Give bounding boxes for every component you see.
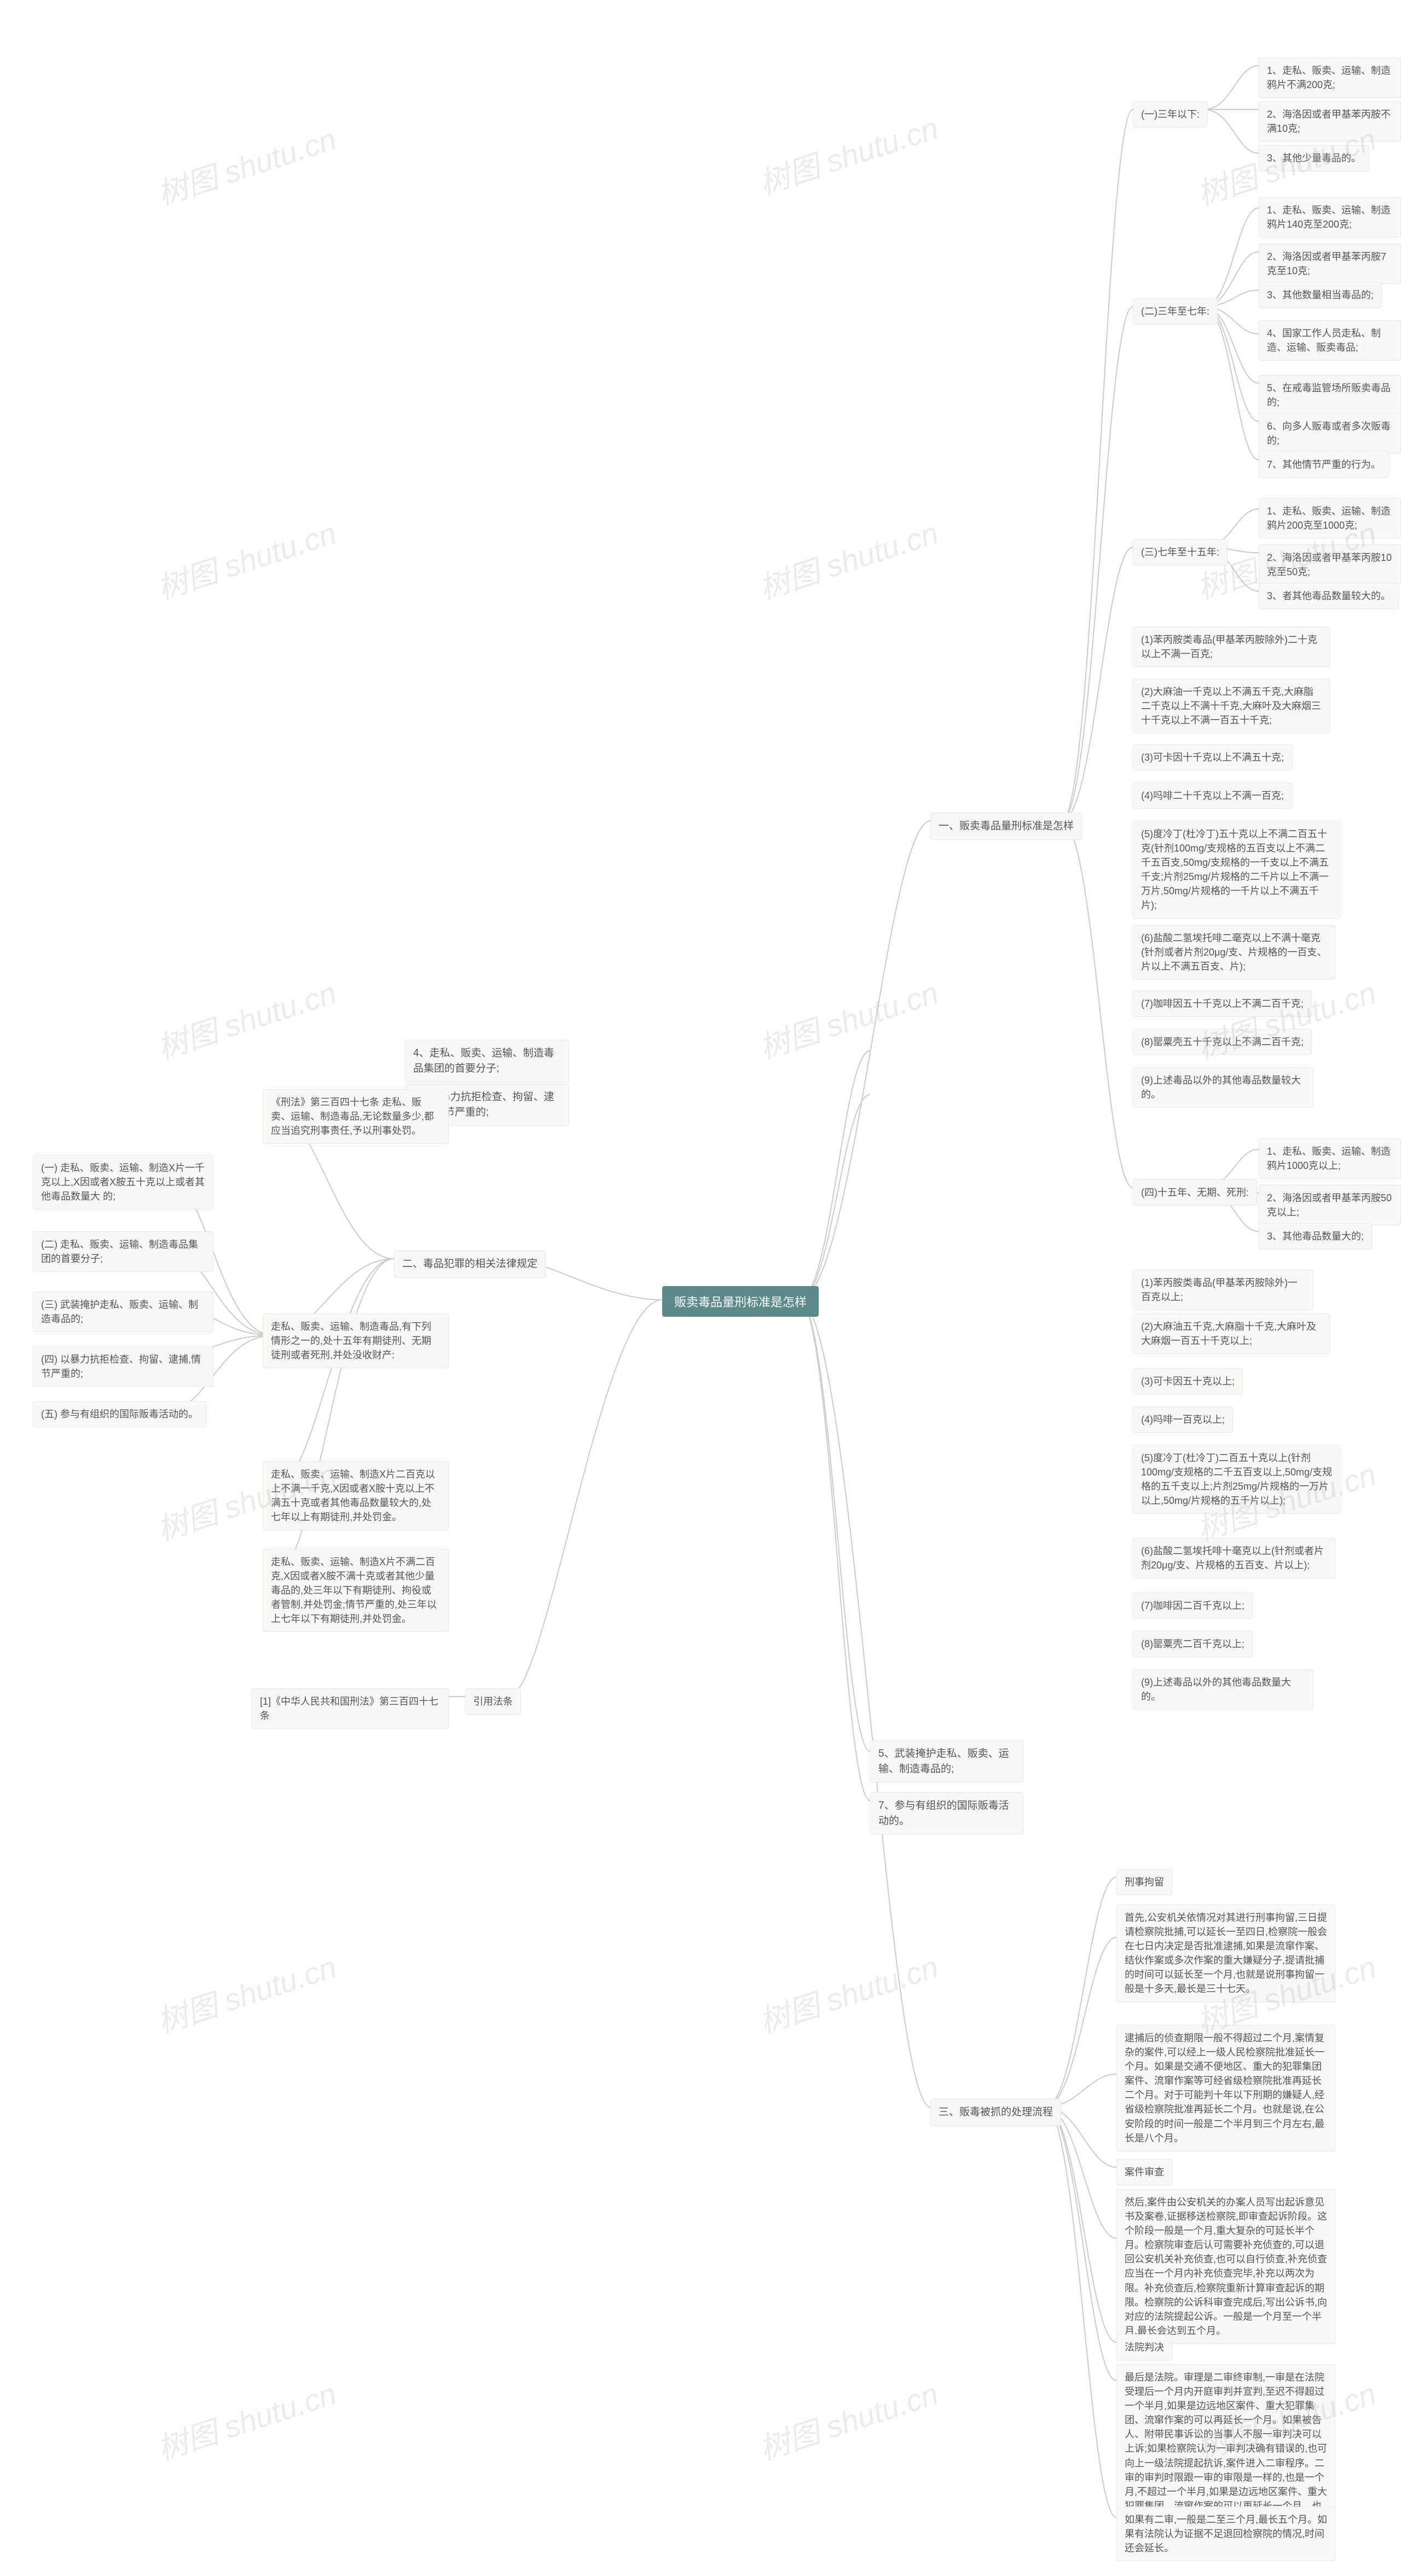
b3-t4: 法院判决 [1116, 2334, 1172, 2360]
b1-g4e-5: (6)盐酸二氢埃托啡十毫克以上(针剂或者片剂20μg/支、片规格的五百支、片以上… [1133, 1538, 1335, 1578]
b1-g4-i1: 2、海洛因或者甲基苯丙胺50克以上; [1259, 1185, 1401, 1225]
b1-g4e-4: (5)度冷丁(杜冷丁)二百五十克以上(针剂100mg/支规格的二千五百支以上,5… [1133, 1445, 1341, 1514]
b1-g2-i4: 5、在戒毒监管场所贩卖毒品的; [1259, 375, 1401, 415]
b1-g3-i1: 2、海洛因或者甲基苯丙胺10克至50克; [1259, 545, 1401, 585]
b3-t1-body: 首先,公安机关依情况对其进行刑事拘留,三日提请检察院批捕,可以延长一至四日,检察… [1116, 1904, 1335, 2002]
watermark: 树图 shutu.cn [753, 1943, 943, 2042]
b1-s5[interactable]: 5、武装掩护走私、贩卖、运输、制造毒品的; [870, 1740, 1023, 1782]
b1-g4-i0: 1、走私、贩卖、运输、制造鸦片1000克以上; [1259, 1138, 1401, 1179]
b1-g4-i2: 3、其他毒品数量大的; [1259, 1223, 1372, 1249]
branch-3[interactable]: 三、贩毒被抓的处理流程 [930, 2099, 1061, 2126]
watermark: 树图 shutu.cn [151, 1943, 341, 2042]
watermark: 树图 shutu.cn [753, 104, 943, 204]
b1-g3e-8: (9)上述毒品以外的其他毒品数量较大的。 [1133, 1067, 1313, 1108]
watermark: 树图 shutu.cn [753, 509, 943, 609]
b1-g4e-8: (9)上述毒品以外的其他毒品数量大的。 [1133, 1669, 1313, 1710]
b1-g4e-0: (1)苯丙胺类毒品(甲基苯丙胺除外)一百克以上; [1133, 1270, 1313, 1310]
b1-g3e-7: (8)罂粟壳五十千克以上不满二百千克; [1133, 1029, 1312, 1055]
b2-p1: 《刑法》第三百四十七条 走私、贩卖、运输、制造毒品,无论数量多少,都应当追究刑事… [263, 1089, 449, 1144]
b1-g2-i0: 1、走私、贩卖、运输、制造鸦片140克至200克; [1259, 197, 1401, 238]
branch-1[interactable]: 一、贩卖毒品量刑标准是怎样 [930, 813, 1082, 840]
b1-g3e-4: (5)度冷丁(杜冷丁)五十克以上不满二百五十克(针剂100mg/支规格的五百支以… [1133, 821, 1341, 919]
b1-g3-i2: 3、者其他毒品数量较大的。 [1259, 583, 1399, 609]
b1-g3e-2: (3)可卡因十千克以上不满五十克; [1133, 744, 1292, 771]
b1-s7[interactable]: 7、参与有组织的国际贩毒活动的。 [870, 1792, 1023, 1834]
b1-g1-title[interactable]: (一)三年以下: [1133, 101, 1208, 128]
b2-p2-i4: (五) 参与有组织的国际贩毒活动的。 [33, 1401, 206, 1427]
b1-g1-i0: 1、走私、贩卖、运输、制造鸦片不满200克; [1259, 57, 1401, 98]
b1-g3e-0: (1)苯丙胺类毒品(甲基苯丙胺除外)二十克以上不满一百克; [1133, 627, 1330, 667]
b1-g4e-6: (7)咖啡因二百千克以上; [1133, 1593, 1253, 1619]
root-node[interactable]: 贩卖毒品量刑标准是怎样 [662, 1286, 819, 1317]
b1-g3e-3: (4)吗啡二十千克以上不满一百克; [1133, 783, 1292, 809]
watermark: 树图 shutu.cn [151, 969, 341, 1068]
b3-t3-body: 然后,案件由公安机关的办案人员写出起诉意见书及案卷,证据移送检察院,即审查起诉阶… [1116, 2189, 1335, 2344]
b1-g3-title[interactable]: (三)七年至十五年: [1133, 539, 1228, 565]
watermark: 树图 shutu.cn [151, 115, 341, 215]
b2-p3: 走私、贩卖、运输、制造X片二百克以上不满一千克,X因或者X胺十克以上不满五十克或… [263, 1461, 449, 1530]
b1-g3e-5: (6)盐酸二氢埃托啡二毫克以上不满十毫克(针剂或者片剂20μg/支、片规格的一百… [1133, 925, 1335, 980]
b3-t2-body: 逮捕后的侦查期限一般不得超过二个月,案情复杂的案件,可以经上一级人民检察院批准延… [1116, 2025, 1335, 2151]
b1-g3-i0: 1、走私、贩卖、运输、制造鸦片200克至1000克; [1259, 498, 1401, 539]
b1-g2-i1: 2、海洛因或者甲基苯丙胺7克至10克; [1259, 244, 1401, 284]
b2-p2-i0: (一) 走私、贩卖、运输、制造X片一千克以上,X因或者X胺五十克以上或者其他毒品… [33, 1155, 213, 1209]
b1-g3e-6: (7)咖啡因五十千克以上不满二百千克; [1133, 991, 1312, 1017]
b3-t1: 刑事拘留 [1116, 1869, 1172, 1895]
ref-text: [1]《中华人民共和国刑法》第三百四十七条 [252, 1688, 449, 1729]
b1-g4e-1: (2)大麻油五千克,大麻脂十千克,大麻叶及大麻烟一百五十千克以上; [1133, 1313, 1330, 1354]
watermark: 树图 shutu.cn [151, 2370, 341, 2469]
b1-g1-i2: 3、其他少量毒品的。 [1259, 145, 1369, 171]
watermark: 树图 shutu.cn [753, 2370, 943, 2469]
b1-g4-title[interactable]: (四)十五年、无期、死刑: [1133, 1179, 1257, 1206]
b1-g4e-3: (4)吗啡一百克以上; [1133, 1406, 1233, 1433]
b3-t5-body: 如果有二审,一般是二至三个月,最长五个月。如果有法院认为证据不足退回检察院的情况… [1116, 2506, 1335, 2561]
b1-g2-i2: 3、其他数量相当毒品的; [1259, 282, 1382, 308]
b1-g4e-7: (8)罂粟壳二百千克以上; [1133, 1631, 1253, 1657]
b2-p2: 走私、贩卖、运输、制造毒品,有下列情形之一的,处十五年有期徒刑、无期徒刑或者死刑… [263, 1313, 449, 1368]
b1-g2-title[interactable]: (二)三年至七年: [1133, 298, 1218, 325]
ref-label[interactable]: 引用法条 [465, 1688, 521, 1715]
b2-p2-i2: (三) 武装掩护走私、贩卖、运输、制造毒品的; [33, 1292, 213, 1332]
watermark: 树图 shutu.cn [753, 969, 943, 1068]
b2-p2-i3: (四) 以暴力抗拒检查、拘留、逮捕,情节严重的; [33, 1346, 213, 1387]
b1-s4[interactable]: 4、走私、贩卖、运输、制造毒品集团的首要分子; [405, 1040, 569, 1082]
b2-p2-i1: (二) 走私、贩卖、运输、制造毒品集团的首要分子; [33, 1231, 213, 1272]
b1-g2-i6: 7、其他情节严重的行为。 [1259, 451, 1389, 478]
b1-g1-i1: 2、海洛因或者甲基苯丙胺不满10克; [1259, 101, 1401, 142]
b1-g3e-1: (2)大麻油一千克以上不满五千克,大麻脂二千克以上不满十千克,大麻叶及大麻烟三十… [1133, 679, 1330, 733]
b1-g2-i3: 4、国家工作人员走私、制造、运输、贩卖毒品; [1259, 320, 1401, 361]
watermark: 树图 shutu.cn [151, 509, 341, 609]
branch-2[interactable]: 二、毒品犯罪的相关法律规定 [394, 1251, 546, 1278]
b1-g2-i5: 6、向多人贩毒或者多次贩毒的; [1259, 413, 1401, 454]
b3-t3: 案件审查 [1116, 2159, 1172, 2185]
b2-p4: 走私、贩卖、运输、制造X片不满二百克,X因或者X胺不满十克或者其他少量毒品的,处… [263, 1549, 449, 1632]
b1-g4e-2: (3)可卡因五十克以上; [1133, 1368, 1243, 1394]
